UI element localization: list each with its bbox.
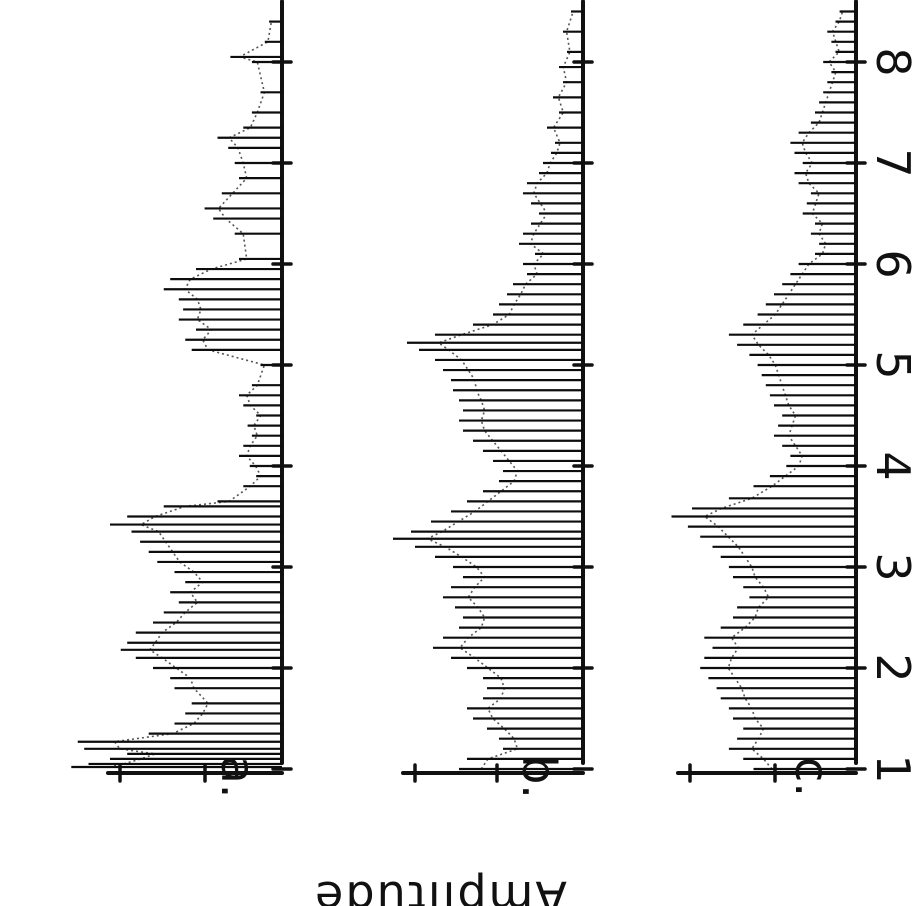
x-tick-label: 8: [866, 47, 919, 76]
x-tick-label: 4: [866, 451, 919, 480]
x-axis-tick-labels: 1 2 3 4 5 6 7 8: [866, 47, 919, 783]
panel-label: b.: [512, 755, 566, 799]
panel-2: b.: [393, 0, 594, 799]
x-tick-label: 6: [866, 249, 919, 278]
x-tick-label: 3: [866, 552, 919, 581]
x-tick-label: 5: [866, 350, 919, 379]
x-tick-label: 2: [866, 653, 919, 682]
x-tick-label: 1: [866, 754, 919, 783]
panel-3: c.: [671, 0, 867, 797]
panel-label: c.: [785, 757, 839, 797]
x-tick-label: 7: [866, 148, 919, 177]
panel-label: a.: [211, 756, 265, 799]
panel-envelope: [109, 21, 273, 768]
panel-envelope: [703, 11, 844, 770]
panel-envelope: [425, 11, 574, 770]
panels-group: a. b. c.: [71, 0, 867, 799]
y-axis-label: Amplitude: [313, 871, 567, 906]
panel-1: a.: [71, 0, 293, 799]
